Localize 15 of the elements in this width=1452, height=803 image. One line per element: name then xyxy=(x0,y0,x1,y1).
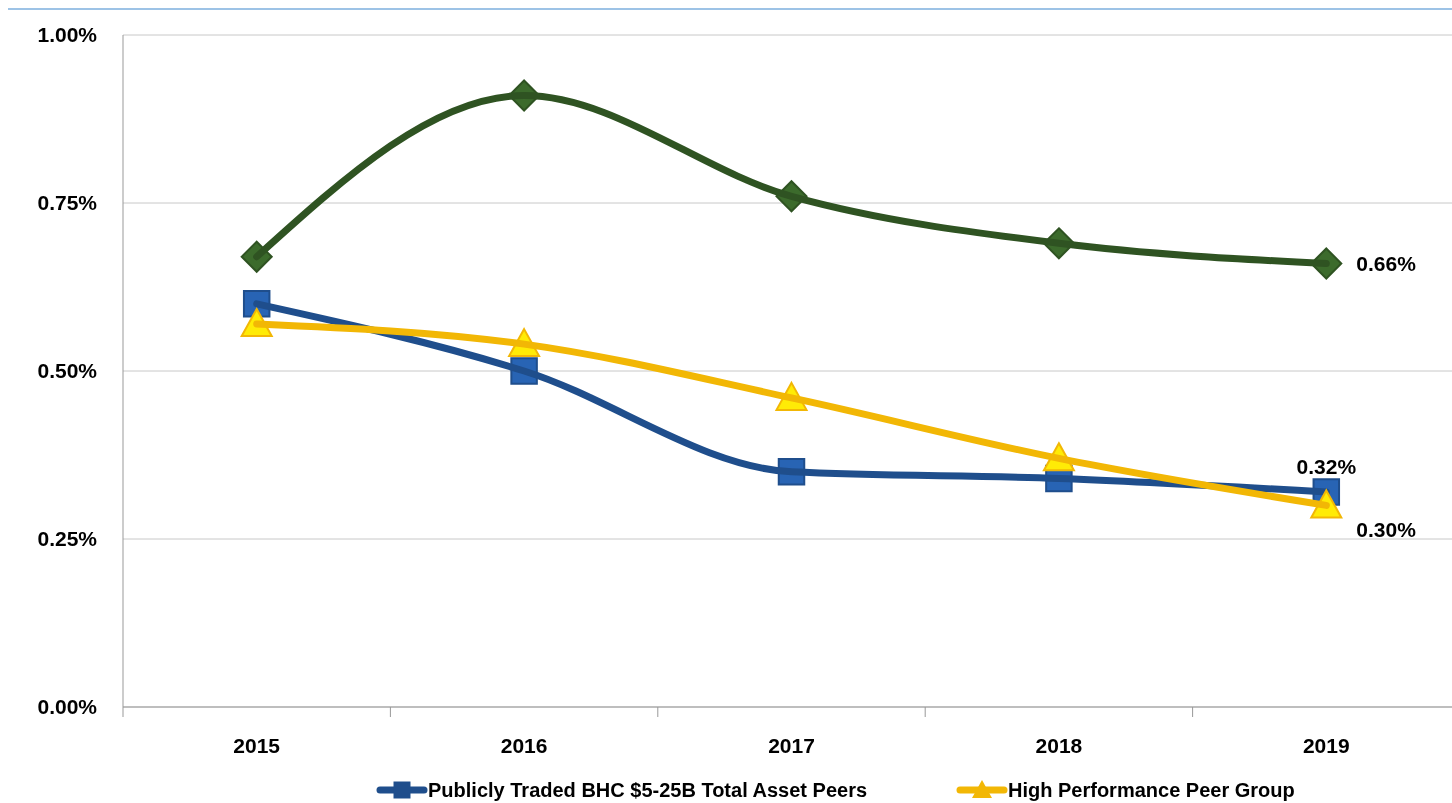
x-tick-label: 2019 xyxy=(1302,734,1350,757)
legend-label: Publicly Traded BHC $5-25B Total Asset Peers xyxy=(428,779,868,801)
y-tick-label: 0.50% xyxy=(37,359,98,383)
x-tick-label: 2017 xyxy=(768,734,815,757)
y-tick-label: 0.00% xyxy=(37,695,98,719)
y-tick-label: 0.75% xyxy=(37,191,98,215)
x-tick-label: 2018 xyxy=(1035,734,1083,757)
data-label: 0.32% xyxy=(1296,454,1357,478)
data-label: 0.66% xyxy=(1356,252,1417,276)
legend-label: High Performance Peer Group xyxy=(1008,779,1295,801)
y-tick-label: 0.25% xyxy=(37,527,98,551)
x-tick-label: 2016 xyxy=(500,734,548,757)
data-label: 0.30% xyxy=(1356,518,1417,542)
y-tick-label: 1.00% xyxy=(37,23,98,47)
x-tick-label: 2015 xyxy=(233,734,281,757)
